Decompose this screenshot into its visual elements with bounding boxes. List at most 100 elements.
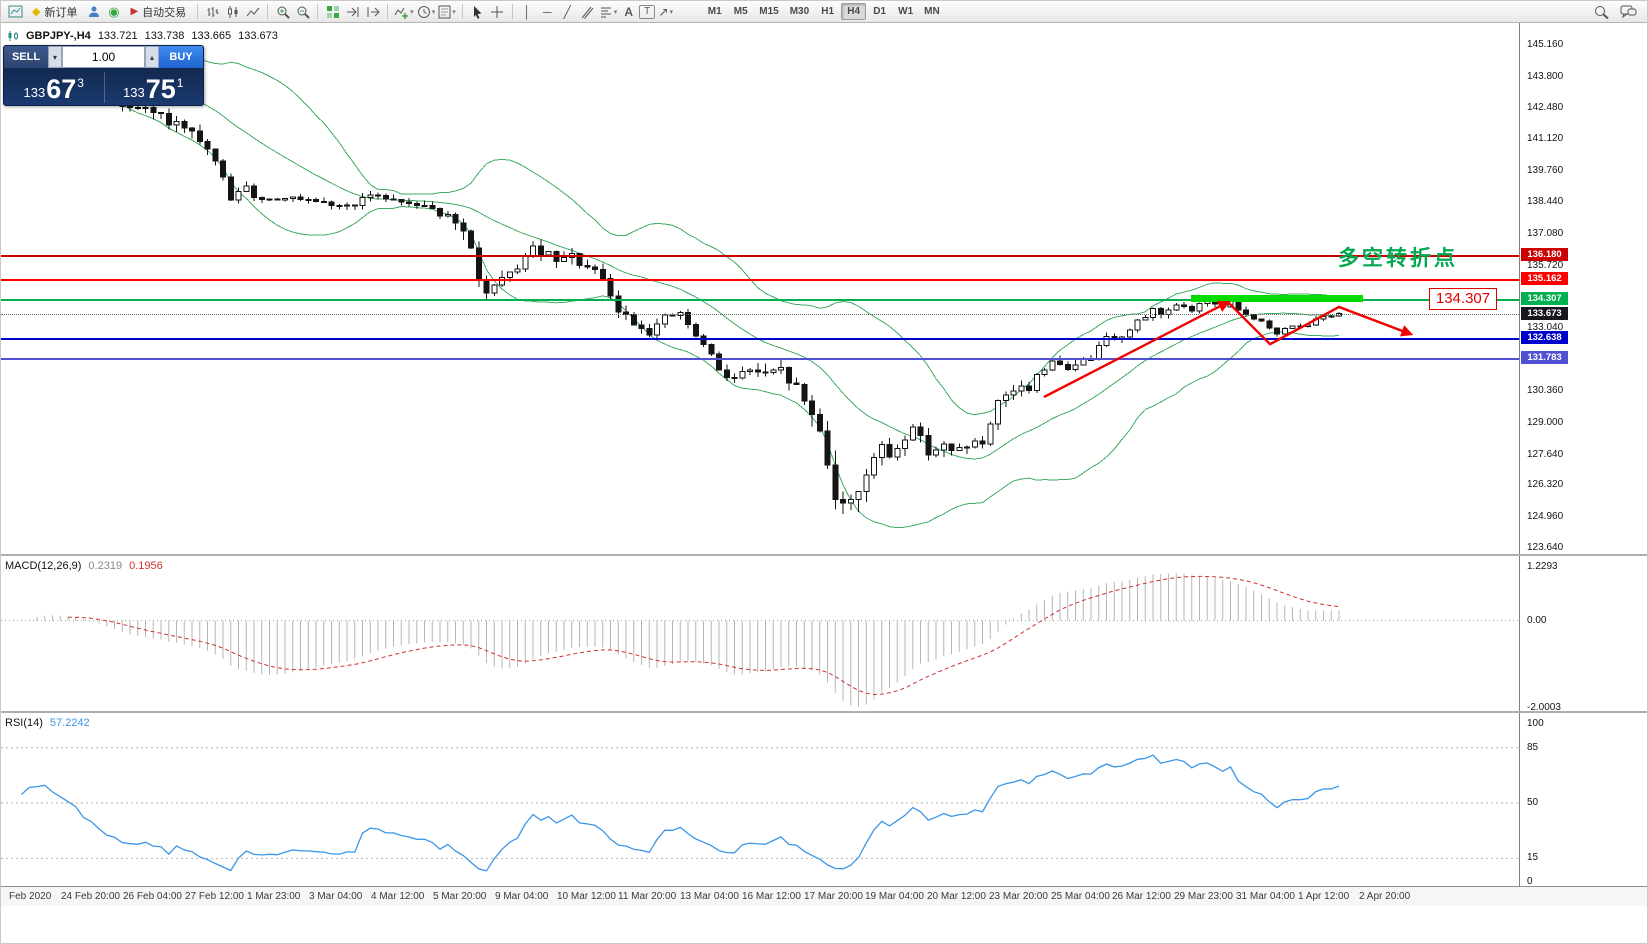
time-tick: 13 Mar 04:00 bbox=[680, 891, 739, 902]
charts-cycle-icon[interactable]: ◉ bbox=[108, 3, 120, 19]
timeframe-M30[interactable]: M30 bbox=[785, 3, 814, 20]
pane-splitter[interactable] bbox=[1, 554, 1647, 556]
horizontal-line-object[interactable] bbox=[1, 357, 1519, 360]
new-chart-icon[interactable] bbox=[6, 3, 25, 21]
crosshair-icon[interactable] bbox=[488, 3, 507, 21]
chart-shift-icon[interactable] bbox=[363, 3, 382, 21]
templates-icon[interactable]: ▾ bbox=[437, 3, 457, 21]
macd-canvas[interactable] bbox=[1, 556, 1519, 711]
price-line-label: 136.180 bbox=[1521, 248, 1568, 262]
price-chart-pane[interactable]: GBPJPY-,H4 133.721 133.738 133.665 133.6… bbox=[1, 23, 1519, 554]
text-label-tool-icon[interactable]: T bbox=[639, 4, 656, 19]
resistance-band-annotation[interactable] bbox=[1191, 295, 1363, 303]
trade-widget-controls: SELL ▾ ▴ BUY bbox=[4, 46, 203, 68]
close-value: 133.673 bbox=[238, 30, 278, 42]
price-tick: 143.800 bbox=[1527, 70, 1564, 82]
tile-windows-icon[interactable] bbox=[323, 3, 342, 21]
buy-price-quote[interactable]: 133 75 1 bbox=[104, 68, 204, 105]
timeframe-H4[interactable]: H4 bbox=[841, 3, 867, 20]
trendline-icon[interactable]: ╱ bbox=[563, 4, 571, 19]
buy-button[interactable]: BUY bbox=[159, 46, 203, 68]
bar-chart-icon[interactable] bbox=[203, 3, 222, 21]
sell-price-quote[interactable]: 133 67 3 bbox=[4, 68, 104, 105]
vertical-line-icon[interactable]: │ bbox=[523, 4, 531, 19]
macd-name: MACD(12,26,9) bbox=[5, 560, 82, 572]
trend-arrows-annotation[interactable] bbox=[1, 23, 1519, 554]
toolbar-separator bbox=[511, 4, 513, 19]
zoom-out-icon[interactable] bbox=[293, 3, 312, 21]
line-chart-icon[interactable] bbox=[243, 3, 262, 21]
candlestick-chart-icon[interactable] bbox=[223, 3, 242, 21]
horizontal-line-object[interactable] bbox=[1, 298, 1519, 301]
price-tag-annotation[interactable]: 134.307 bbox=[1429, 287, 1497, 310]
rsi-pane[interactable]: RSI(14) 57.2242 bbox=[1, 713, 1519, 885]
timeframe-M5[interactable]: M5 bbox=[728, 3, 753, 20]
text-tool-icon[interactable]: A bbox=[624, 4, 634, 19]
channel-icon[interactable] bbox=[578, 3, 597, 21]
time-tick: 9 Mar 04:00 bbox=[495, 891, 549, 902]
horizontal-line-icon[interactable]: ─ bbox=[542, 4, 552, 19]
price-line-label: 134.307 bbox=[1521, 292, 1568, 306]
sell-button[interactable]: SELL bbox=[4, 46, 48, 68]
time-tick: 16 Mar 12:00 bbox=[742, 891, 801, 902]
horizontal-line-object[interactable] bbox=[1, 254, 1519, 257]
price-tick: 145.160 bbox=[1527, 38, 1564, 50]
zoom-in-icon[interactable] bbox=[273, 3, 292, 21]
chat-icon[interactable] bbox=[1619, 3, 1638, 21]
volume-increase-button[interactable]: ▴ bbox=[145, 46, 159, 68]
horizontal-line-object[interactable] bbox=[1, 337, 1519, 340]
time-tick: 29 Mar 23:00 bbox=[1174, 891, 1233, 902]
price-axis[interactable]: 136.180 135.162 134.307 132.638 131.783 133.6… bbox=[1519, 23, 1647, 887]
time-tick: 27 Feb 12:00 bbox=[185, 891, 244, 902]
macd-axis-tick: 0.00 bbox=[1527, 614, 1547, 626]
price-tick: 138.440 bbox=[1527, 196, 1564, 208]
rsi-canvas[interactable] bbox=[1, 713, 1519, 885]
toolbar-separator bbox=[461, 4, 463, 19]
rsi-axis-tick: 50 bbox=[1527, 797, 1539, 809]
timeframe-M15[interactable]: M15 bbox=[754, 3, 783, 20]
arrows-tool-icon[interactable]: ↗ ▾ bbox=[658, 4, 674, 19]
new-order-button[interactable]: ◆ 新订单 bbox=[26, 3, 83, 21]
turning-point-annotation[interactable]: 多空转折点 bbox=[1338, 246, 1458, 270]
search-icon[interactable] bbox=[1592, 3, 1611, 21]
timeframe-W1[interactable]: W1 bbox=[893, 3, 918, 20]
macd-signal-value: 0.1956 bbox=[129, 560, 163, 572]
sell-price-big: 67 bbox=[46, 74, 77, 104]
time-tick: 19 Mar 04:00 bbox=[865, 891, 924, 902]
rsi-indicator-label: RSI(14) 57.2242 bbox=[5, 717, 90, 729]
autotrading-button[interactable]: ▶ 自动交易 bbox=[124, 3, 192, 21]
chart-window: GBPJPY-,H4 133.721 133.738 133.665 133.6… bbox=[1, 23, 1647, 943]
volume-input[interactable] bbox=[62, 46, 145, 68]
cursor-icon[interactable] bbox=[468, 3, 487, 21]
toolbar-separator bbox=[197, 4, 199, 19]
chart-symbol-icon bbox=[7, 30, 19, 42]
new-order-label: 新订单 bbox=[44, 6, 78, 19]
new-order-icon: ◆ bbox=[32, 6, 41, 18]
price-tick: 135.720 bbox=[1527, 259, 1564, 271]
indicators-icon[interactable]: ▾ bbox=[393, 3, 415, 21]
timeframe-M1[interactable]: M1 bbox=[702, 3, 727, 20]
fibonacci-icon[interactable]: ▾ bbox=[598, 3, 619, 21]
toolbar-separator bbox=[317, 4, 319, 19]
rsi-value: 57.2242 bbox=[49, 717, 90, 729]
timeframe-MN[interactable]: MN bbox=[919, 3, 945, 20]
toolbar-right-group bbox=[1592, 3, 1644, 21]
timeframe-D1[interactable]: D1 bbox=[867, 3, 892, 20]
auto-scroll-icon[interactable] bbox=[343, 3, 362, 21]
price-tick: 123.640 bbox=[1527, 542, 1564, 554]
periods-icon[interactable]: ▾ bbox=[416, 3, 437, 21]
trade-widget-quotes: 133 67 3 133 75 1 bbox=[4, 68, 204, 105]
price-chart-canvas[interactable] bbox=[1, 23, 1519, 554]
time-tick: 26 Feb 04:00 bbox=[123, 891, 182, 902]
macd-pane[interactable]: MACD(12,26,9) 0.2319 0.1956 bbox=[1, 556, 1519, 711]
profiles-icon[interactable] bbox=[84, 3, 103, 21]
price-tick: 141.120 bbox=[1527, 133, 1564, 145]
quote-divider bbox=[103, 72, 105, 103]
timeframe-H1[interactable]: H1 bbox=[815, 3, 840, 20]
pane-splitter[interactable] bbox=[1, 711, 1647, 713]
horizontal-line-object[interactable] bbox=[1, 278, 1519, 281]
time-tick: 4 Mar 12:00 bbox=[371, 891, 425, 902]
time-axis[interactable]: Feb 2020 24 Feb 20:00 26 Feb 04:00 27 Feb 1… bbox=[1, 886, 1647, 906]
volume-decrease-button[interactable]: ▾ bbox=[48, 46, 62, 68]
